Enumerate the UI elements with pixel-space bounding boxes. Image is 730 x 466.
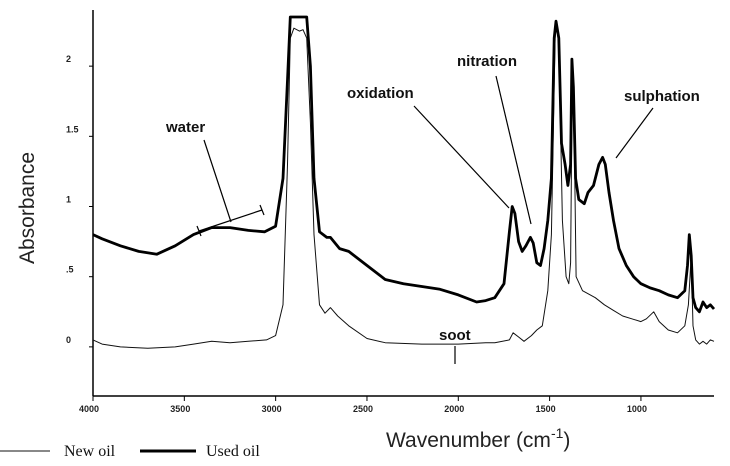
annotation-sulphation: sulphation: [624, 88, 700, 105]
series-layer: [92, 15, 716, 349]
x-tick-label: 1500: [536, 404, 556, 414]
x-tick-label: 3500: [170, 404, 190, 414]
x-axis-title: Wavenumber (cm-1): [386, 425, 570, 452]
legend-label-new-oil: New oil: [64, 443, 116, 460]
water-leader-line: [203, 139, 232, 223]
x-axis-title-close: ): [563, 429, 570, 452]
y-tick-label: 1.5: [66, 124, 79, 134]
series-line-used-oil: [92, 15, 716, 314]
y-tick-label: 0: [66, 335, 71, 345]
x-tick-label: 2000: [444, 404, 464, 414]
x-tick-label: 4000: [79, 404, 99, 414]
series-line-new-oil: [92, 20, 715, 349]
y-axis-title: Absorbance: [16, 152, 39, 264]
x-tick-label: 3000: [262, 404, 282, 414]
annotation-leaders: [196, 75, 654, 364]
legend: New oil Used oil: [0, 443, 260, 460]
x-axis-ticks: 4000 3500 3000 2500 2000 1500 1000: [79, 396, 647, 414]
y-axis-ticks: 0 .5 1 1.5 2: [66, 54, 93, 348]
annotation-soot: soot: [439, 327, 471, 344]
annotation-nitration: nitration: [457, 53, 517, 70]
y-tick-label: .5: [66, 265, 74, 275]
x-tick-label: 1000: [627, 404, 647, 414]
y-tick-label: 1: [66, 195, 71, 205]
y-tick-label: 2: [66, 54, 71, 64]
legend-label-used-oil: Used oil: [206, 443, 260, 460]
x-axis-title-main: Wavenumber (cm: [386, 429, 551, 452]
nitration-leader-line: [495, 75, 532, 225]
water-bracket-end-left: [196, 225, 202, 237]
annotation-oxidation: oxidation: [347, 85, 414, 102]
annotation-water: water: [165, 119, 205, 136]
x-tick-label: 2500: [353, 404, 373, 414]
water-bracket-end-right: [259, 204, 265, 216]
sulphation-leader-line: [615, 107, 654, 159]
oxidation-leader-line: [413, 105, 510, 209]
x-axis-title-superscript: -1: [551, 425, 564, 441]
